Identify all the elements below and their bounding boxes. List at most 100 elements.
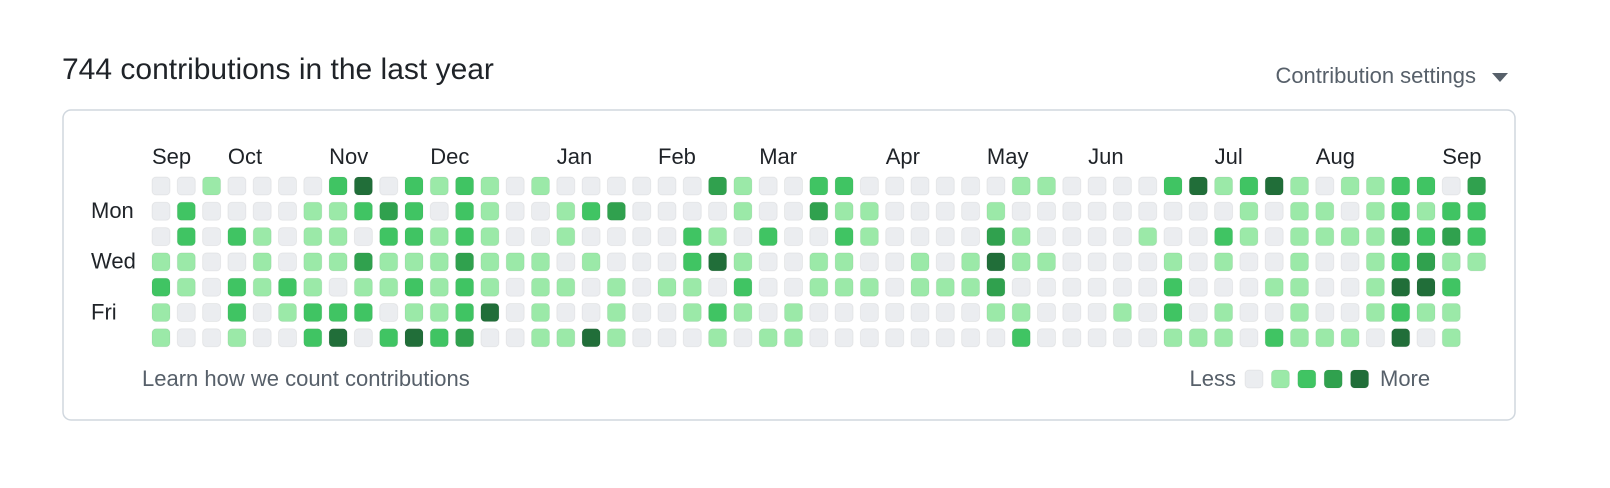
day-cell [1239,176,1259,196]
day-cell [252,252,272,272]
day-cell [1441,227,1461,247]
day-cell [1112,201,1132,221]
learn-link[interactable]: Learn how we count contributions [142,366,470,391]
day-cell [1290,227,1309,247]
day-cell [556,303,576,322]
day-cell [1062,277,1082,297]
day-cell [531,277,550,297]
day-cell [1062,176,1082,196]
day-cell [581,252,601,272]
day-cell [1188,252,1208,272]
settings-button[interactable]: Contribution settings [1275,63,1476,88]
day-cell [1391,201,1411,221]
day-cell [455,176,475,196]
day-cell [1087,303,1107,322]
day-cell [606,303,626,322]
day-cell [1290,303,1309,322]
day-cell [1138,252,1158,272]
day-cell [733,277,753,297]
day-cell [227,201,247,221]
day-cell [1290,277,1309,297]
day-cell [1340,227,1360,247]
day-cell [1112,252,1132,272]
day-cell [809,176,829,196]
day-cell [606,176,626,196]
day-cell [758,176,778,196]
day-cell [1163,176,1183,196]
day-cell [227,252,247,272]
day-cell [708,176,728,196]
day-cell [935,328,955,348]
day-cell [1340,201,1360,221]
day-cell [910,227,930,247]
day-cell [581,227,601,247]
day-cell [455,252,475,272]
day-cell [1264,252,1284,272]
day-cell [1011,252,1031,272]
day-cell [404,277,424,297]
day-cell [1087,176,1107,196]
day-cell [202,303,222,322]
day-cell [1037,227,1056,247]
day-cell [682,252,702,272]
day-cell [531,252,550,272]
day-cell [429,328,449,348]
day-cell [455,201,475,221]
day-cell [606,252,626,272]
day-cell [1112,277,1132,297]
day-cell [151,201,171,221]
day-cell [1163,201,1183,221]
day-cell [657,252,677,272]
day-cell [733,176,753,196]
caret[interactable] [1492,73,1508,82]
day-cell [834,201,854,221]
day-cell [252,201,272,221]
day-cell [758,328,778,348]
month-label: Sep [152,144,191,169]
day-cell [1416,201,1436,221]
day-cell [708,252,728,272]
day-cell [1467,252,1487,272]
day-cell [353,201,373,221]
day-cell [531,227,550,247]
day-cell [505,277,525,297]
day-cell [404,201,424,221]
day-cell [1011,328,1031,348]
day-cell [1264,227,1284,247]
day-cell [1163,227,1183,247]
day-cell [1087,227,1107,247]
day-cell [278,227,297,247]
day-cell [935,303,955,322]
day-cell [1037,328,1056,348]
day-cell [859,201,879,221]
legend-swatch [1297,369,1317,389]
day-cell [303,277,323,297]
day-cell [455,328,475,348]
day-cell [581,201,601,221]
day-cell [505,328,525,348]
day-cell [1037,277,1056,297]
month-label: Jul [1215,144,1243,169]
day-cell [784,303,803,322]
day-cell [606,201,626,221]
day-cell [303,227,323,247]
day-cell [910,328,930,348]
day-cell [910,277,930,297]
day-cell [1340,277,1360,297]
day-cell [1112,176,1132,196]
month-label: Nov [329,144,368,169]
day-cell [632,227,652,247]
day-cell [353,227,373,247]
day-cell [1011,201,1031,221]
day-cell [531,303,550,322]
day-cell [961,201,981,221]
day-cell [986,227,1006,247]
day-cell [1416,277,1436,297]
day-cell [1290,328,1309,348]
day-cell [455,277,475,297]
legend-swatch [1270,369,1290,389]
day-cell [531,328,550,348]
day-cell [556,201,576,221]
day-cell [252,328,272,348]
day-cell [1441,328,1461,348]
